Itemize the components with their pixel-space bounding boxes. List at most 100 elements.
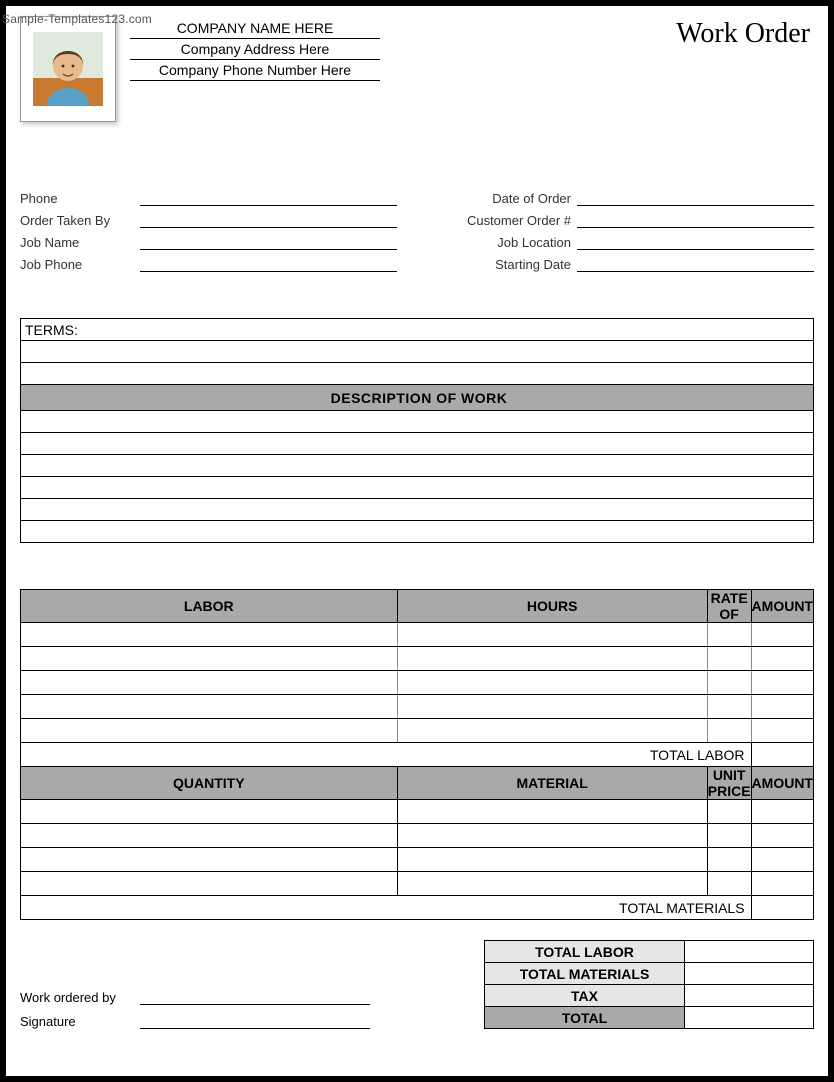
material-cell[interactable]: [397, 872, 707, 896]
material-cell[interactable]: [751, 800, 813, 824]
signature-row: Signature: [20, 1005, 484, 1029]
info-row: Starting Date: [437, 250, 814, 272]
info-row: Job Name: [20, 228, 397, 250]
summary-value[interactable]: [685, 985, 814, 1007]
total-labor-value[interactable]: [751, 743, 813, 767]
info-input-line[interactable]: [140, 214, 397, 228]
summary-total-label: TOTAL: [485, 1007, 685, 1029]
material-cell[interactable]: [707, 824, 751, 848]
info-row: Order Taken By: [20, 206, 397, 228]
labor-cell[interactable]: [21, 719, 398, 743]
page-title: Work Order: [676, 16, 814, 50]
total-materials-label: TOTAL MATERIALS: [21, 896, 752, 920]
labor-cell[interactable]: [751, 647, 813, 671]
summary-label-tax: TAX: [485, 985, 685, 1007]
labor-cell[interactable]: [707, 719, 751, 743]
header-row: COMPANY NAME HERE Company Address Here C…: [20, 16, 814, 122]
signature-row: Work ordered by: [20, 981, 484, 1005]
footer-row: Work ordered bySignature TOTAL LABOR TOT…: [20, 940, 814, 1029]
material-header-material: MATERIAL: [397, 767, 707, 800]
material-cell[interactable]: [21, 800, 398, 824]
info-label: Starting Date: [437, 257, 577, 272]
labor-cell[interactable]: [707, 623, 751, 647]
material-cell[interactable]: [751, 848, 813, 872]
labor-cell[interactable]: [397, 719, 707, 743]
summary-value[interactable]: [685, 941, 814, 963]
description-row[interactable]: [21, 521, 814, 543]
material-cell[interactable]: [751, 872, 813, 896]
labor-cell[interactable]: [21, 671, 398, 695]
total-materials-value[interactable]: [751, 896, 813, 920]
labor-cell[interactable]: [751, 623, 813, 647]
info-input-line[interactable]: [577, 236, 814, 250]
signature-label: Work ordered by: [20, 990, 140, 1005]
info-row: Phone: [20, 184, 397, 206]
signature-line[interactable]: [140, 1015, 370, 1029]
info-label: Job Name: [20, 235, 140, 250]
material-cell[interactable]: [21, 848, 398, 872]
info-col-right: Date of OrderCustomer Order #Job Locatio…: [437, 184, 814, 272]
description-row[interactable]: [21, 455, 814, 477]
terms-blank-row[interactable]: [21, 363, 814, 385]
labor-header-hours: HOURS: [397, 590, 707, 623]
labor-cell[interactable]: [397, 695, 707, 719]
material-header-unit-price: UNIT PRICE: [707, 767, 751, 800]
info-row: Job Phone: [20, 250, 397, 272]
info-label: Date of Order: [437, 191, 577, 206]
description-row[interactable]: [21, 477, 814, 499]
info-input-line[interactable]: [577, 214, 814, 228]
info-col-left: PhoneOrder Taken By Job NameJob Phone: [20, 184, 397, 272]
labor-cell[interactable]: [707, 647, 751, 671]
material-cell[interactable]: [397, 848, 707, 872]
labor-cell[interactable]: [751, 719, 813, 743]
labor-material-table: LABORHOURSRATE OFAMOUNT TOTAL LABOR QUAN…: [20, 589, 814, 920]
info-input-line[interactable]: [140, 258, 397, 272]
company-name: COMPANY NAME HERE: [130, 18, 380, 39]
labor-cell[interactable]: [397, 623, 707, 647]
photo-frame: [20, 16, 116, 122]
labor-cell[interactable]: [707, 671, 751, 695]
info-input-line[interactable]: [140, 236, 397, 250]
labor-header-rate-of: RATE OF: [707, 590, 751, 623]
info-input-line[interactable]: [140, 192, 397, 206]
info-block: PhoneOrder Taken By Job NameJob Phone Dat…: [20, 184, 814, 272]
description-header: DESCRIPTION OF WORK: [21, 385, 814, 411]
summary-label-total-materials: TOTAL MATERIALS: [485, 963, 685, 985]
labor-cell[interactable]: [21, 695, 398, 719]
material-cell[interactable]: [707, 872, 751, 896]
signature-block: Work ordered bySignature: [20, 981, 484, 1029]
description-row[interactable]: [21, 499, 814, 521]
summary-label-total-labor: TOTAL LABOR: [485, 941, 685, 963]
labor-cell[interactable]: [21, 623, 398, 647]
summary-total-value[interactable]: [685, 1007, 814, 1029]
total-labor-label: TOTAL LABOR: [21, 743, 752, 767]
company-lines: COMPANY NAME HERE Company Address Here C…: [130, 18, 380, 81]
material-cell[interactable]: [397, 800, 707, 824]
info-label: Phone: [20, 191, 140, 206]
description-row[interactable]: [21, 433, 814, 455]
labor-cell[interactable]: [397, 671, 707, 695]
material-cell[interactable]: [707, 800, 751, 824]
material-cell[interactable]: [21, 872, 398, 896]
material-cell[interactable]: [21, 824, 398, 848]
info-input-line[interactable]: [577, 192, 814, 206]
labor-cell[interactable]: [707, 695, 751, 719]
company-address: Company Address Here: [130, 39, 380, 60]
material-cell[interactable]: [751, 824, 813, 848]
info-input-line[interactable]: [577, 258, 814, 272]
signature-line[interactable]: [140, 991, 370, 1005]
labor-cell[interactable]: [751, 671, 813, 695]
info-row: Job Location: [437, 228, 814, 250]
material-cell[interactable]: [397, 824, 707, 848]
company-phone: Company Phone Number Here: [130, 60, 380, 81]
summary-value[interactable]: [685, 963, 814, 985]
material-cell[interactable]: [707, 848, 751, 872]
labor-cell[interactable]: [751, 695, 813, 719]
summary-table: TOTAL LABOR TOTAL MATERIALS TAX TOTAL: [484, 940, 814, 1029]
info-label: Job Location: [437, 235, 577, 250]
terms-blank-row[interactable]: [21, 341, 814, 363]
labor-cell[interactable]: [397, 647, 707, 671]
description-row[interactable]: [21, 411, 814, 433]
labor-cell[interactable]: [21, 647, 398, 671]
photo-placeholder: [33, 32, 103, 106]
